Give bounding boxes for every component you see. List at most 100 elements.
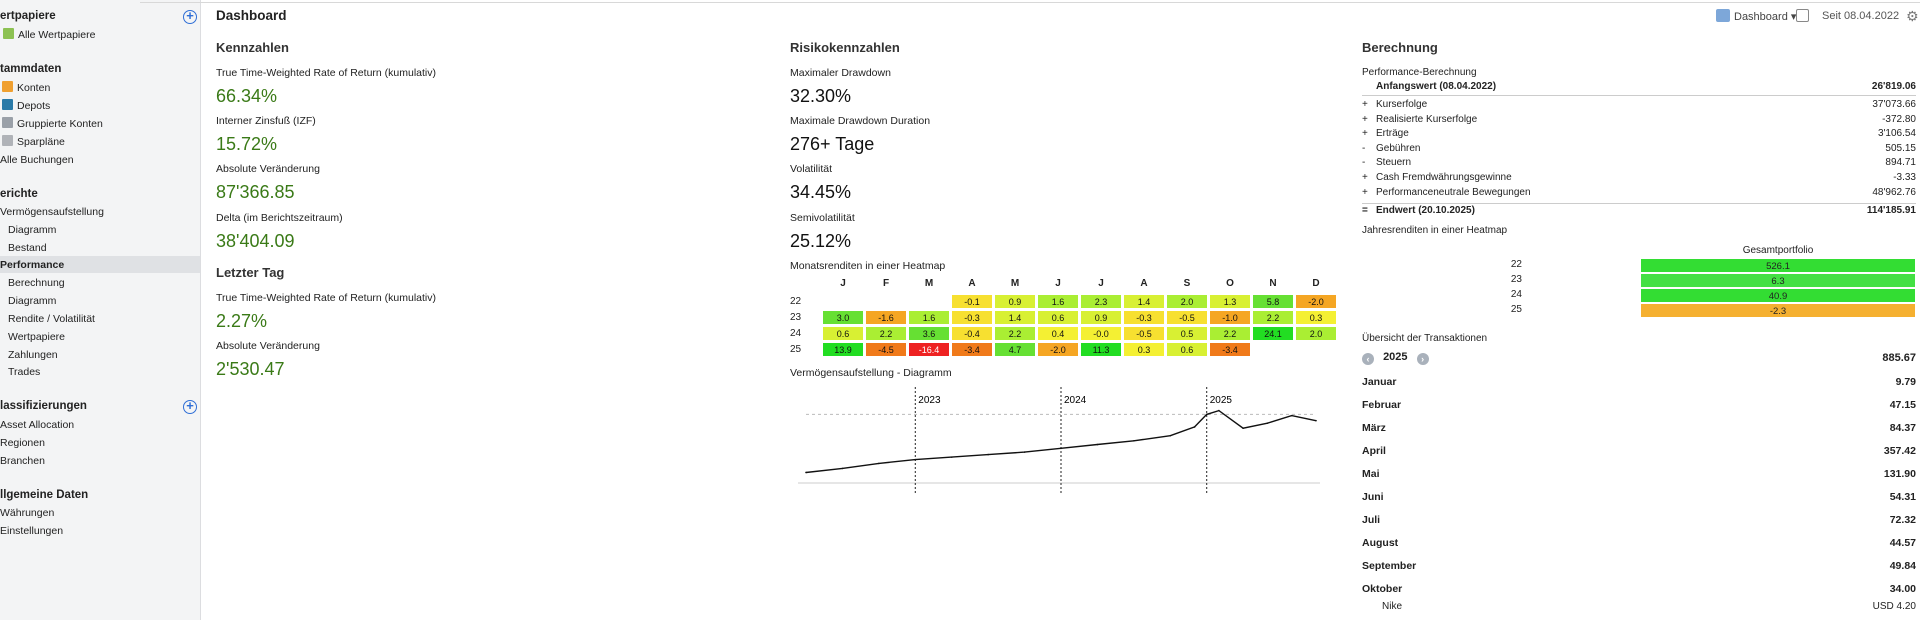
- sidebar-item-trades[interactable]: Trades: [8, 366, 41, 378]
- heatmap-month-header: F: [882, 278, 890, 289]
- heatmap-cell: -3.4: [1209, 342, 1251, 357]
- performance-berechnung-label: Performance-Berechnung: [1362, 67, 1477, 78]
- series-point: [1060, 447, 1062, 450]
- letzter-tag-abs-label: Absolute Veränderung: [216, 340, 320, 352]
- sidebar-item-regionen[interactable]: Regionen: [0, 437, 45, 449]
- calc-name: Cash Fremdwährungsgewinne: [1376, 172, 1512, 183]
- sidebar-item-zahlungen[interactable]: Zahlungen: [8, 349, 58, 361]
- add-klassifizierung-button[interactable]: +: [183, 399, 197, 414]
- sidebar-item-depots[interactable]: Depots: [2, 98, 50, 114]
- chevron-down-icon: ▾: [1790, 11, 1797, 23]
- calc-name: Gebühren: [1376, 142, 1421, 154]
- month-row[interactable]: September 49.84: [1362, 560, 1916, 578]
- sidebar-item-diagramm[interactable]: Diagramm: [8, 224, 57, 236]
- month-row[interactable]: März 84.37: [1362, 422, 1916, 440]
- mddd-label: Maximale Drawdown Duration: [790, 115, 931, 127]
- month-row[interactable]: Februar 47.15: [1362, 399, 1916, 417]
- sidebar-item-bestand[interactable]: Bestand: [8, 242, 47, 254]
- heatmap-month-header: A: [968, 278, 976, 289]
- sidebar-item-alle-buchungen[interactable]: Alle Buchungen: [0, 154, 74, 166]
- berechnung-title: Berechnung: [1362, 40, 1438, 55]
- series-point: [1096, 443, 1099, 446]
- calc-name: Erträge: [1376, 128, 1409, 140]
- sidebar-item-branchen[interactable]: Branchen: [0, 455, 45, 467]
- month-name: April: [1362, 445, 1386, 457]
- jahres-year-label: 23: [1510, 274, 1522, 285]
- chevron-right-icon[interactable]: ›: [1416, 353, 1429, 365]
- series-point: [1205, 413, 1208, 416]
- add-wertpapier-button[interactable]: +: [183, 9, 197, 24]
- sidebar-item-gruppierte-konten[interactable]: Gruppierte Konten: [2, 116, 103, 132]
- heatmap-cell: -2.0: [1037, 342, 1079, 357]
- sidebar-section-wertpapiere: ertpapiere: [0, 10, 56, 22]
- calc-sign: +: [1362, 186, 1368, 198]
- sidebar-item-rendite-volatilitaet[interactable]: Rendite / Volatilität: [8, 313, 95, 325]
- heatmap-cell: -0.1: [951, 294, 993, 309]
- transaction-detail-row[interactable]: Nike USD 4.20: [1382, 601, 1916, 612]
- month-row[interactable]: Mai 131.90: [1362, 468, 1916, 486]
- month-row[interactable]: Januar 9.79: [1362, 376, 1916, 394]
- sidebar-item-wertpapiere[interactable]: Wertpapiere: [8, 331, 66, 343]
- heatmap-cell: 2.0: [1295, 326, 1337, 341]
- heatmap-month-header: A: [1140, 278, 1148, 289]
- chevron-left-icon[interactable]: ‹: [1362, 353, 1374, 365]
- calc-row: + Erträge 3'106.54: [1362, 128, 1916, 142]
- heatmap-cell: 1.4: [994, 310, 1036, 325]
- sidebar-item-sparplaene[interactable]: Sparpläne: [2, 134, 65, 150]
- period-label[interactable]: Seit 08.04.2022: [1822, 10, 1900, 22]
- month-row[interactable]: April 357.42: [1362, 445, 1916, 463]
- heatmap-cell: 0.9: [1080, 310, 1122, 325]
- sidebar-item-konten[interactable]: Konten: [2, 80, 50, 96]
- heatmap-month-header: J: [1055, 278, 1061, 289]
- month-name: August: [1362, 537, 1399, 549]
- vola-value: 34.45%: [790, 182, 852, 202]
- month-value: 47.15: [1889, 399, 1916, 411]
- month-value: 49.84: [1889, 560, 1916, 572]
- month-value: 54.31: [1889, 491, 1916, 503]
- sidebar-item-vermoegensaufstellung[interactable]: Vermögensaufstellung: [0, 206, 104, 218]
- month-row[interactable]: Juli 72.32: [1362, 514, 1916, 532]
- calc-name: Realisierte Kurserfolge: [1376, 113, 1478, 125]
- jahres-cell: 526.1: [1640, 258, 1916, 273]
- mdd-value: 32.30%: [790, 86, 852, 106]
- month-value: 357.42: [1883, 445, 1916, 457]
- heatmap-cell: 2.2: [1252, 310, 1294, 325]
- month-row[interactable]: Oktober 34.00: [1362, 583, 1916, 601]
- heatmap-cell: 1.6: [908, 310, 950, 325]
- gear-icon[interactable]: ⚙: [1906, 8, 1919, 24]
- ttwror-value: 66.34%: [216, 86, 278, 106]
- calc-sign: +: [1362, 172, 1368, 183]
- calc-sign: -: [1362, 157, 1366, 169]
- heatmap-cell: 2.2: [1209, 326, 1251, 341]
- year-marker-label: 2025: [1210, 395, 1233, 406]
- calc-sign: +: [1362, 99, 1368, 110]
- calendar-icon[interactable]: [1796, 9, 1809, 22]
- sidebar-section-allgemeine-daten: llgemeine Daten: [0, 489, 89, 501]
- sidebar-item-berechnung[interactable]: Berechnung: [8, 277, 65, 289]
- heatmap-cell: 0.6: [1166, 342, 1208, 357]
- month-row[interactable]: August 44.57: [1362, 537, 1916, 555]
- izf-label: Interner Zinsfuß (IZF): [216, 115, 316, 127]
- sidebar-item-asset-allocation[interactable]: Asset Allocation: [0, 419, 75, 431]
- heatmap-month-header: M: [924, 278, 934, 289]
- heatmap-cell: 1.4: [1123, 294, 1165, 309]
- page-title: Dashboard: [216, 8, 287, 23]
- calc-divider: [1362, 95, 1916, 96]
- heatmap-cell: -16.4: [908, 342, 950, 357]
- heatmap-cell: 2.3: [1080, 294, 1122, 309]
- calc-row: - Steuern 894.71: [1362, 157, 1916, 171]
- year-marker-label: 2023: [918, 395, 941, 406]
- sidebar-item-performance-diagramm[interactable]: Diagramm: [8, 295, 57, 307]
- sidebar-item-performance[interactable]: Performance: [0, 259, 65, 271]
- month-row[interactable]: Juni 54.31: [1362, 491, 1916, 509]
- sidebar-item-einstellungen[interactable]: Einstellungen: [0, 525, 64, 537]
- jahres-cell: 6.3: [1640, 273, 1916, 288]
- series-line: [805, 409, 1317, 474]
- calc-amt: 48'962.76: [1872, 186, 1916, 198]
- sidebar-item-waehrungen[interactable]: Währungen: [0, 507, 55, 519]
- heatmap-cell: -0.4: [951, 326, 993, 341]
- sidebar-item-alle-wertpapiere[interactable]: Alle Wertpapiere: [3, 27, 95, 43]
- dashboard-selector[interactable]: Dashboard ▾: [1716, 9, 1796, 25]
- heatmap-month-header: D: [1312, 278, 1320, 289]
- month-value: 9.79: [1895, 376, 1916, 388]
